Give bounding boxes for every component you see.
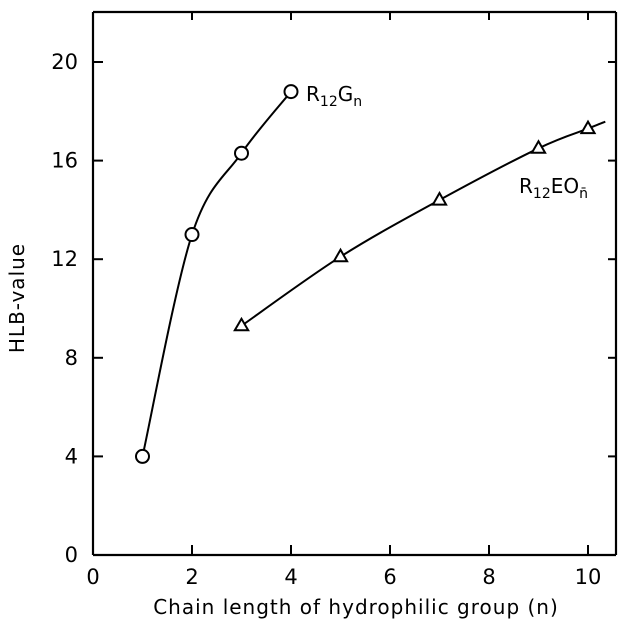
series-line-1 bbox=[240, 120, 606, 327]
y-tick-label: 16 bbox=[51, 149, 78, 173]
y-axis-title: HLB-value bbox=[5, 243, 29, 353]
x-tick-label: 2 bbox=[185, 565, 198, 589]
y-tick-label: 0 bbox=[65, 543, 78, 567]
circle-marker bbox=[184, 227, 200, 243]
triangle-marker bbox=[579, 119, 597, 135]
triangle-marker bbox=[431, 190, 448, 206]
x-tick-label: 4 bbox=[284, 565, 297, 589]
x-tick-label: 8 bbox=[482, 565, 495, 589]
x-axis-title: Chain length of hydrophilic group (n) bbox=[153, 595, 559, 619]
x-tick-label: 0 bbox=[86, 565, 99, 589]
triangle-marker bbox=[530, 139, 547, 154]
series-line-0 bbox=[141, 90, 292, 457]
x-tick-label: 10 bbox=[575, 565, 602, 589]
series-label-rg: R12Gn bbox=[306, 82, 362, 110]
axis-ticks bbox=[92, 12, 616, 556]
tick-labels: 0 4 8 12 16 20 0 2 4 6 8 10 bbox=[51, 50, 601, 589]
y-tick-label: 8 bbox=[65, 346, 78, 370]
series-markers bbox=[135, 84, 597, 464]
x-tick-label: 6 bbox=[383, 565, 396, 589]
y-tick-label: 4 bbox=[65, 444, 78, 468]
circle-marker bbox=[283, 84, 299, 100]
circle-marker bbox=[135, 448, 150, 464]
y-tick-label: 12 bbox=[51, 247, 78, 271]
triangle-marker bbox=[332, 247, 349, 263]
triangle-marker bbox=[233, 316, 250, 332]
y-tick-label: 20 bbox=[51, 50, 78, 74]
circle-marker bbox=[234, 145, 249, 161]
series-label-reo: R12EOn̄ bbox=[519, 174, 588, 202]
